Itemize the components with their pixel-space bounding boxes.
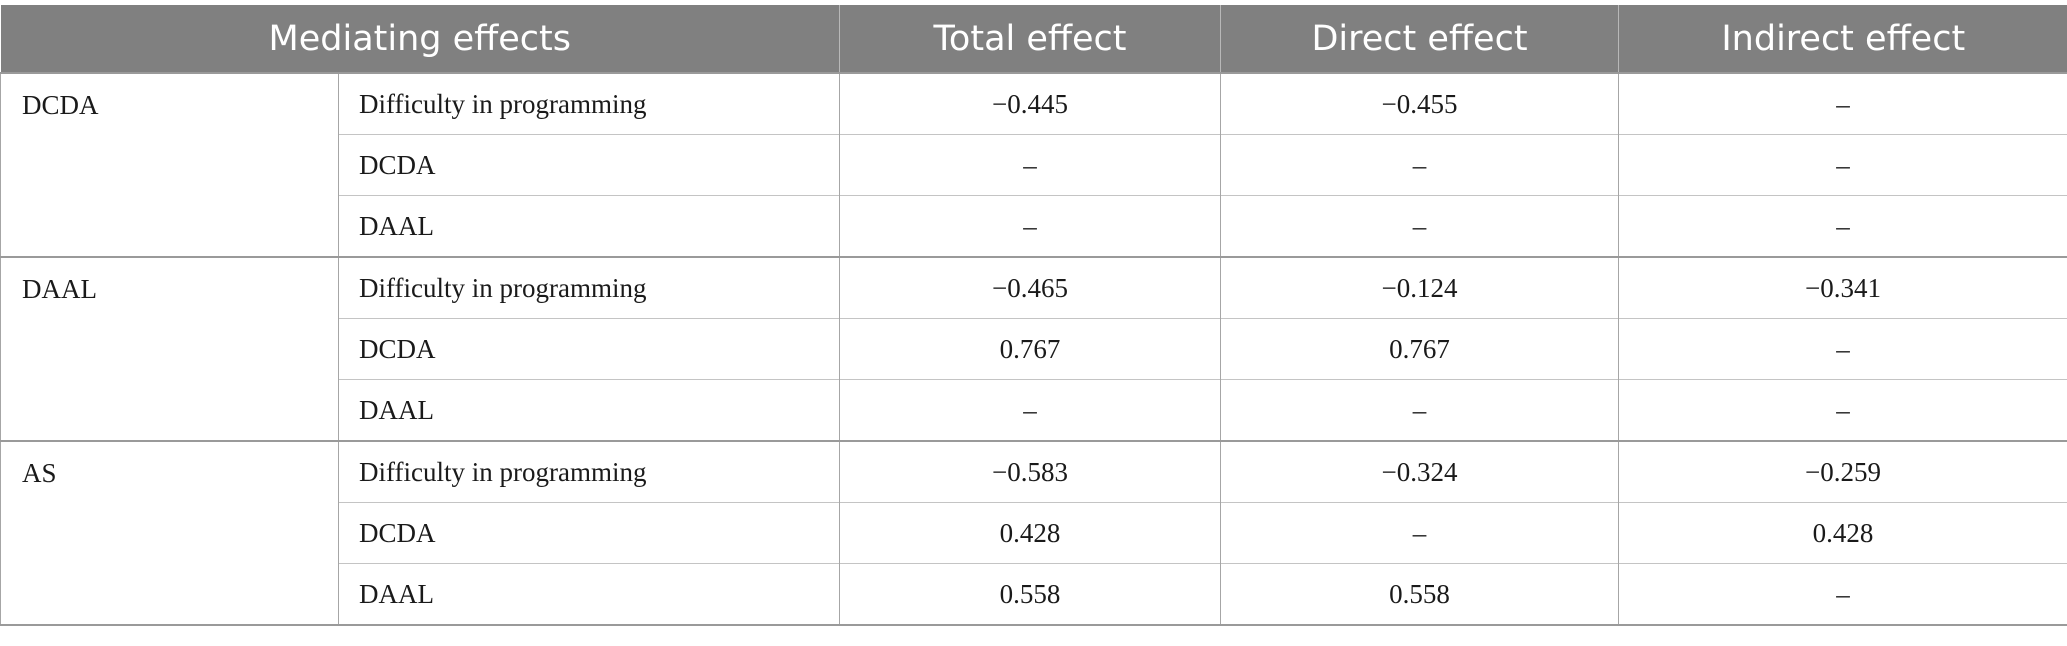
direct-effect-cell: – <box>1220 502 1619 564</box>
table-row: DCDA – – – <box>1 134 2067 196</box>
mediating-effects-table-container: Mediating effects Total effect Direct ef… <box>0 5 2067 626</box>
table-header: Mediating effects Total effect Direct ef… <box>0 5 2067 73</box>
row-label: DCDA <box>337 502 840 564</box>
table-row: AS Difficulty in programming −0.583 −0.3… <box>0 440 2067 626</box>
indirect-effect-cell: −0.341 <box>1618 256 2067 319</box>
total-effect-cell: 0.428 <box>839 502 1221 564</box>
direct-effect-cell: – <box>1220 134 1619 196</box>
header-row: Mediating effects Total effect Direct ef… <box>0 5 2067 73</box>
direct-effect-cell: 0.767 <box>1220 318 1619 380</box>
direct-effect-cell: – <box>1220 379 1619 441</box>
indirect-effect-cell: −0.259 <box>1618 440 2067 503</box>
indirect-effect-cell: – <box>1618 379 2067 441</box>
indirect-effect-cell: – <box>1618 134 2067 196</box>
direct-effect-cell: 0.558 <box>1220 563 1619 626</box>
table-row: DAAL – – – <box>1 379 2067 441</box>
table-row: DCDA Difficulty in programming −0.445 −0… <box>0 72 2067 257</box>
indirect-effect-cell: – <box>1618 318 2067 380</box>
indirect-effect-cell: – <box>1618 72 2067 135</box>
row-label: Difficulty in programming <box>337 72 840 135</box>
table-row: DCDA 0.428 – 0.428 <box>1 502 2067 564</box>
indirect-effect-cell: 0.428 <box>1618 502 2067 564</box>
row-label: Difficulty in programming <box>337 256 840 319</box>
table-row: DAAL 0.558 0.558 – <box>1 563 2067 626</box>
indirect-effect-cell: – <box>1618 195 2067 257</box>
table-body: DCDA Difficulty in programming −0.445 −0… <box>0 72 2067 626</box>
direct-effect-cell: −0.455 <box>1220 72 1619 135</box>
header-indirect-effect: Indirect effect <box>1618 5 2067 73</box>
indirect-effect-cell: – <box>1618 563 2067 626</box>
total-effect-cell: – <box>839 379 1221 441</box>
total-effect-cell: – <box>839 134 1221 196</box>
row-label: DAAL <box>337 563 840 626</box>
row-label: DAAL <box>337 195 840 257</box>
table-row: DCDA 0.767 0.767 – <box>1 318 2067 380</box>
mediating-effects-table: Mediating effects Total effect Direct ef… <box>0 5 2067 626</box>
direct-effect-cell: – <box>1220 195 1619 257</box>
direct-effect-cell: −0.124 <box>1220 256 1619 319</box>
header-total-effect: Total effect <box>839 5 1221 73</box>
row-label: Difficulty in programming <box>337 440 840 503</box>
total-effect-cell: −0.583 <box>839 440 1221 503</box>
row-label: DAAL <box>337 379 840 441</box>
total-effect-cell: −0.445 <box>839 72 1221 135</box>
row-label: DCDA <box>337 318 840 380</box>
header-mediating-effects: Mediating effects <box>0 5 840 73</box>
total-effect-cell: 0.767 <box>839 318 1221 380</box>
group-label-daal: DAAL <box>0 256 339 441</box>
group-label-as: AS <box>0 440 339 626</box>
group-label-dcda: DCDA <box>0 72 339 257</box>
row-label: DCDA <box>337 134 840 196</box>
header-direct-effect: Direct effect <box>1220 5 1619 73</box>
direct-effect-cell: −0.324 <box>1220 440 1619 503</box>
table-row: DAAL – – – <box>1 195 2067 257</box>
total-effect-cell: – <box>839 195 1221 257</box>
total-effect-cell: 0.558 <box>839 563 1221 626</box>
table-row: DAAL Difficulty in programming −0.465 −0… <box>0 256 2067 441</box>
total-effect-cell: −0.465 <box>839 256 1221 319</box>
